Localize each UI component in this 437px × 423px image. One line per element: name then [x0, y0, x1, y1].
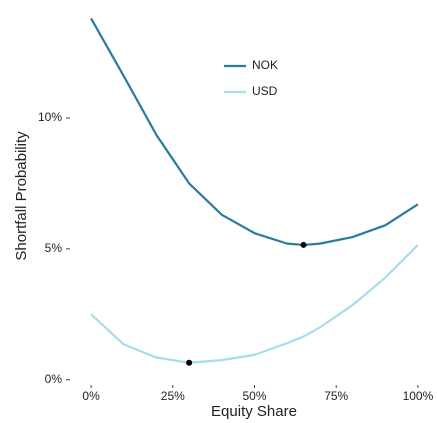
y-tick-label: 0% — [45, 372, 63, 386]
x-axis-title: Equity Share — [211, 403, 297, 420]
x-tick-label: 50% — [242, 389, 266, 403]
y-tick-label: 5% — [45, 241, 63, 255]
x-tick-label: 75% — [324, 389, 348, 403]
y-tick-label: 10% — [38, 110, 62, 124]
line — [90, 17, 419, 247]
legend-label: NOK — [252, 58, 278, 72]
x-tick-label: 100% — [403, 389, 434, 403]
x-tick-label: 0% — [82, 389, 100, 403]
x-tick-label: 25% — [161, 389, 185, 403]
point — [300, 241, 307, 248]
point — [186, 359, 193, 366]
legend-label: USD — [252, 84, 278, 98]
line — [90, 244, 419, 364]
y-axis-title: Shortfall Probability — [13, 131, 30, 261]
